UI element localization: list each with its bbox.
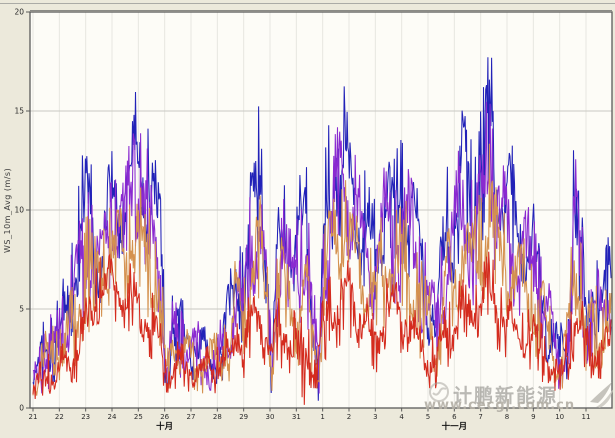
x-tick-label: 30 bbox=[266, 413, 275, 421]
y-tick-label: 5 bbox=[19, 305, 24, 314]
x-tick-label: 8 bbox=[505, 413, 509, 421]
x-tick-label: 11 bbox=[582, 413, 591, 421]
y-tick-label: 20 bbox=[14, 8, 24, 17]
series-path-wind-speed-red-bottom bbox=[32, 251, 612, 405]
watermark-url-text: www.cecgl.com.cn bbox=[424, 398, 576, 413]
x-tick-label: 22 bbox=[55, 413, 64, 421]
x-tick-label: 5 bbox=[426, 413, 430, 421]
x-tick-label: 2 bbox=[347, 413, 351, 421]
month-label: 十一月 bbox=[442, 421, 468, 432]
x-tick-label: 7 bbox=[478, 413, 482, 421]
y-tick-label: 0 bbox=[19, 404, 24, 413]
watermark-logo-icon bbox=[429, 382, 449, 402]
x-tick-label: 1 bbox=[320, 413, 324, 421]
x-tick-label: 25 bbox=[134, 413, 143, 421]
x-tick-label: 26 bbox=[160, 413, 169, 421]
series-path-wind-speed-orange bbox=[32, 143, 612, 396]
y-tick-label: 15 bbox=[14, 107, 24, 116]
month-label: 十月 bbox=[156, 421, 173, 432]
x-tick-label: 6 bbox=[452, 413, 457, 421]
x-tick-label: 27 bbox=[187, 413, 196, 421]
x-tick-label: 29 bbox=[239, 413, 248, 421]
x-tick-label: 28 bbox=[213, 413, 222, 421]
y-tick-label: 10 bbox=[14, 206, 24, 215]
x-tick-label: 4 bbox=[399, 413, 404, 421]
x-tick-label: 10 bbox=[555, 413, 564, 421]
x-tick-label: 21 bbox=[29, 413, 38, 421]
x-tick-label: 23 bbox=[81, 413, 90, 421]
x-tick-label: 24 bbox=[108, 413, 117, 421]
bird-logo-icon bbox=[590, 382, 613, 408]
x-tick-label: 9 bbox=[531, 413, 535, 421]
watermark-brand-text: 计鹏新能源 bbox=[453, 385, 559, 407]
x-tick-label: 31 bbox=[292, 413, 301, 421]
x-tick-label: 3 bbox=[373, 413, 377, 421]
y-axis-title: WS_10m_Avg (m/s) bbox=[3, 167, 12, 253]
top-border-divider bbox=[0, 3, 615, 4]
